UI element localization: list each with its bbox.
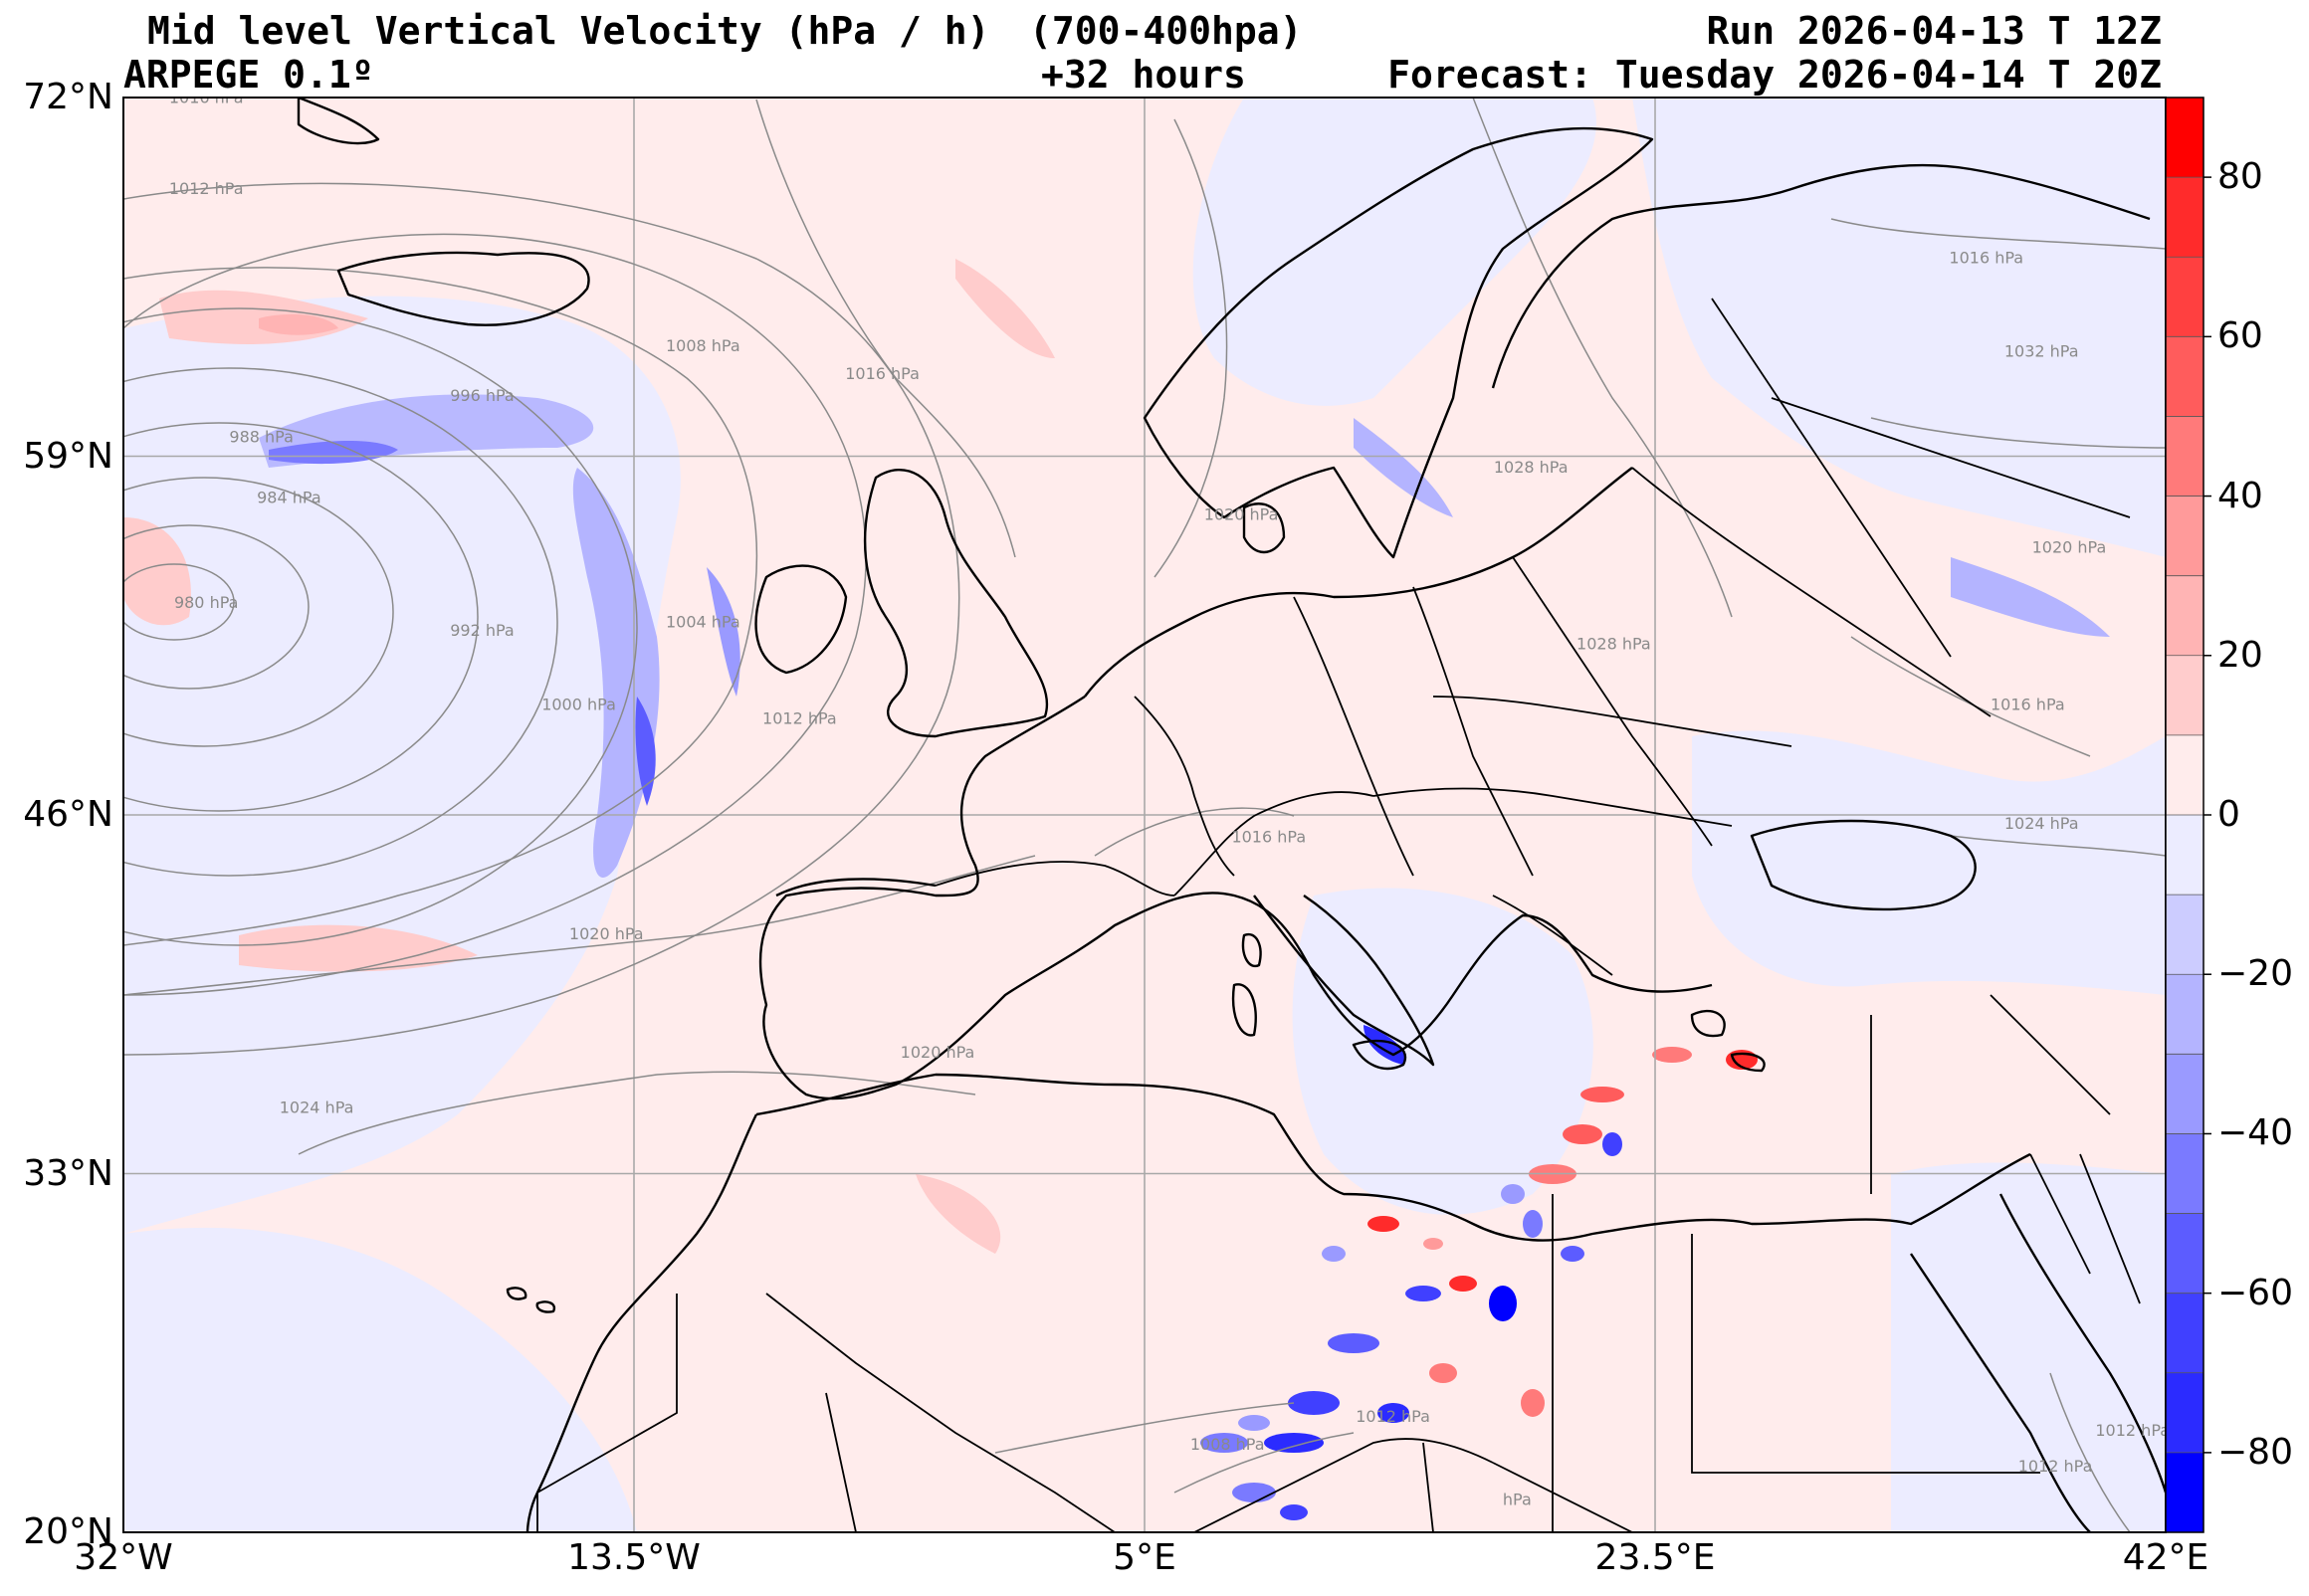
graticule: [123, 98, 2166, 1532]
isobar-label: 1016 hPa: [845, 364, 920, 383]
isobar-label: 1016 hPa: [1231, 828, 1306, 847]
isobar-label: 1016 hPa: [169, 89, 244, 107]
level-range: (700-400hpa): [1029, 9, 1303, 53]
longitude-label: 32°W: [74, 1537, 173, 1578]
isobar-label: 1004 hPa: [666, 612, 740, 631]
colorbar-bin: [2166, 177, 2204, 258]
isobar-label: 1032 hPa: [2004, 342, 2079, 361]
colorbar-bin: [2166, 1054, 2204, 1134]
colorbar-bin: [2166, 1372, 2204, 1453]
colorbar-bin: [2166, 416, 2204, 497]
isobar-label: 1012 hPa: [2095, 1421, 2170, 1440]
colorbar-bin: [2166, 496, 2204, 576]
latitude-label: 33°N: [23, 1152, 113, 1194]
longitude-label: 5°E: [1113, 1537, 1176, 1578]
forecast-time: Forecast: Tuesday 2026-04-14 T 20Z: [1387, 53, 2162, 97]
isobar-label: 1016 hPa: [1949, 248, 2023, 267]
isobar-label: 1024 hPa: [280, 1097, 354, 1116]
colorbar-tick-label: −40: [2217, 1112, 2293, 1154]
isobar-label: 1020 hPa: [569, 924, 644, 943]
isobars: [123, 98, 2166, 1532]
colorbar-bin: [2166, 98, 2204, 178]
colorbar-tick-label: −60: [2217, 1272, 2293, 1313]
colorbar-tick-label: 40: [2217, 475, 2263, 516]
strong-rising-bands: [259, 394, 2110, 1065]
isobar-label: 1008 hPa: [1190, 1435, 1265, 1454]
colorbar-tick-label: −80: [2217, 1431, 2293, 1473]
coastlines: [297, 98, 2166, 1532]
isobar-label: 980 hPa: [174, 593, 239, 612]
lead-time: +32 hours: [1041, 53, 1246, 97]
isobar-label: 992 hPa: [450, 621, 515, 640]
isobar-label: 1020 hPa: [2032, 538, 2107, 557]
isobar-label: 1012 hPa: [2018, 1457, 2093, 1476]
isobar-label: 988 hPa: [229, 428, 294, 447]
country-borders: [536, 298, 2141, 1532]
isobar-label: 1020 hPa: [901, 1043, 975, 1062]
run-time: Run 2026-04-13 T 12Z: [1706, 9, 2162, 53]
longitude-label: 42°E: [2122, 1537, 2209, 1578]
latitude-label: 46°N: [23, 794, 113, 835]
colorbar-bin: [2166, 734, 2204, 815]
longitude-label: 23.5°E: [1594, 1537, 1716, 1578]
convective-cells: [1200, 1047, 1758, 1520]
isobar-label: hPa: [1503, 1490, 1532, 1508]
colorbar: [2166, 97, 2204, 1532]
colorbar-tick-label: 0: [2217, 794, 2240, 835]
isobar-label: 1008 hPa: [666, 336, 740, 355]
colorbar-bin: [2166, 1213, 2204, 1294]
colorbar-tick-label: −20: [2217, 953, 2293, 995]
isobar-label: 1024 hPa: [2004, 814, 2079, 833]
isobar-label: 1000 hPa: [541, 696, 616, 714]
colorbar-bin: [2166, 575, 2204, 656]
colorbar-bin: [2166, 1293, 2204, 1373]
isobar-label: 996 hPa: [450, 386, 515, 405]
isobar-labels: 1016 hPa 1012 hPa 1008 hPa 1016 hPa 996 hPa 9…: [169, 89, 2170, 1508]
isobar-label: 1012 hPa: [169, 179, 244, 198]
colorbar-tick-label: 80: [2217, 156, 2263, 198]
model-name: ARPEGE 0.1º: [123, 53, 374, 97]
isobar-label: 1012 hPa: [762, 708, 837, 727]
colorbar-bin: [2166, 895, 2204, 975]
isobar-label: 1016 hPa: [1991, 696, 2065, 714]
longitude-label: 13.5°W: [567, 1537, 701, 1578]
colorbar-tick-label: 60: [2217, 315, 2263, 357]
colorbar-bin: [2166, 1452, 2204, 1532]
colorbar-bin: [2166, 257, 2204, 337]
isobar-label: 1020 hPa: [1204, 504, 1279, 523]
colorbar-tick-label: 20: [2217, 634, 2263, 676]
latitude-label: 72°N: [23, 77, 113, 117]
isobar-label: 1012 hPa: [1356, 1407, 1430, 1426]
isobar-label: 1028 hPa: [1494, 458, 1569, 477]
colorbar-bin: [2166, 974, 2204, 1055]
title: Mid level Vertical Velocity (hPa / h): [147, 9, 990, 53]
latitude-label: 20°N: [23, 1511, 113, 1552]
colorbar-bin: [2166, 1133, 2204, 1214]
isobar-label: 984 hPa: [257, 489, 321, 507]
colorbar-bin: [2166, 815, 2204, 896]
colorbar-bin: [2166, 336, 2204, 417]
colorbar-bin: [2166, 655, 2204, 735]
sinking-motion-areas: [123, 259, 1055, 1254]
isobar-label: 1028 hPa: [1576, 635, 1651, 654]
colorbar-ticks: [2204, 176, 2211, 1454]
latitude-label: 59°N: [23, 435, 113, 477]
